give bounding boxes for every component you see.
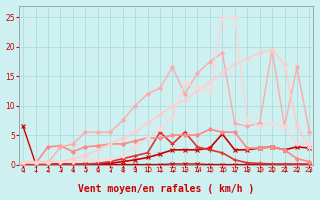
X-axis label: Vent moyen/en rafales ( km/h ): Vent moyen/en rafales ( km/h ) (78, 184, 254, 194)
